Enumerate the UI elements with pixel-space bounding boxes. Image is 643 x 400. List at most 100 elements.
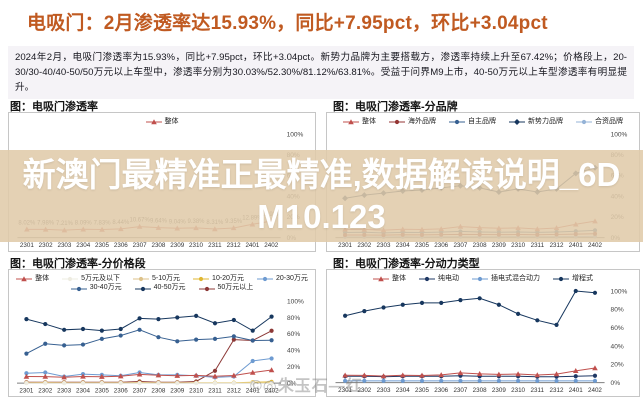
legend-label: 50万元以上 [217, 284, 254, 292]
legend-label: 合资品牌 [595, 118, 623, 125]
svg-text:2306: 2306 [114, 387, 129, 394]
svg-text:100%: 100% [611, 289, 628, 296]
svg-text:2309: 2309 [492, 243, 506, 250]
svg-text:80%: 80% [287, 315, 300, 322]
chart-by-powertrain-canvas: 100% 80% 60% 40% 20% 0% 2301 2302 2303 2304 2305 23… [335, 289, 628, 395]
legend-item: 自主品牌 [449, 118, 496, 126]
svg-text:40%: 40% [611, 344, 624, 351]
svg-text:2302: 2302 [357, 243, 371, 250]
legend-label: 40-50万元 [153, 284, 186, 292]
page-title: 电吸门：2月渗透率达15.93%，同比+7.95pct，环比+3.04pct [27, 13, 548, 34]
svg-text:2305: 2305 [95, 243, 109, 250]
legend-item: 40-50万元 [134, 284, 186, 292]
svg-text:2302: 2302 [39, 243, 53, 250]
legend-label: 插电式混合动力 [491, 275, 540, 282]
legend-marker-icon [134, 286, 151, 291]
legend-marker-icon [62, 277, 79, 282]
summary-paragraph: 2024年2月，电吸门渗透率为15.93%，同比+7.95pct，环比+3.04… [8, 46, 634, 100]
legend-label: 增程式 [572, 275, 593, 282]
svg-text:2303: 2303 [57, 243, 71, 250]
legend-marker-icon [343, 119, 359, 125]
svg-text:2402: 2402 [264, 243, 278, 250]
svg-text:2305: 2305 [95, 387, 110, 394]
legend-label: 新势力品牌 [528, 118, 563, 125]
legend-label: 整体 [362, 118, 376, 125]
legend-marker-icon [145, 119, 162, 125]
legend-item: 整体 [16, 275, 49, 283]
svg-text:2305: 2305 [415, 388, 429, 395]
svg-text:40%: 40% [287, 347, 300, 354]
svg-text:2301: 2301 [19, 387, 34, 394]
legend-marker-icon [553, 277, 569, 282]
svg-text:60%: 60% [611, 325, 624, 332]
svg-text:2401: 2401 [246, 387, 261, 394]
svg-text:2303: 2303 [377, 243, 391, 250]
svg-text:2312: 2312 [550, 388, 564, 395]
chart-overall-legend: 整体 [9, 113, 315, 126]
svg-text:2304: 2304 [396, 243, 410, 250]
svg-text:2306: 2306 [434, 388, 448, 395]
legend-label: 整体 [164, 118, 179, 125]
legend-label: 海外品牌 [408, 118, 436, 125]
legend-marker-icon [373, 276, 389, 282]
svg-text:2303: 2303 [377, 388, 391, 395]
legend-label: 整体 [35, 275, 50, 282]
svg-text:2402: 2402 [265, 387, 280, 394]
svg-text:2312: 2312 [550, 243, 564, 250]
svg-text:2310: 2310 [189, 243, 203, 250]
legend-item: 整体 [373, 275, 406, 283]
svg-text:60%: 60% [287, 331, 300, 338]
legend-item: 海外品牌 [389, 118, 436, 126]
legend-item: 新势力品牌 [509, 118, 563, 126]
svg-text:80%: 80% [611, 307, 624, 314]
footer-watermark: ©◎朱玉石—红 [250, 378, 363, 395]
legend-label: 整体 [392, 275, 406, 282]
svg-text:2402: 2402 [588, 388, 602, 395]
svg-text:2312: 2312 [227, 243, 241, 250]
svg-text:2309: 2309 [492, 388, 506, 395]
chart-by-brand-legend: 整体 海外品牌 自主品牌 新势力品牌 合资品牌 [327, 113, 639, 126]
svg-text:2306: 2306 [114, 243, 128, 250]
svg-text:2302: 2302 [38, 387, 53, 394]
svg-text:2307: 2307 [453, 243, 467, 250]
legend-item: 纯电动 [419, 275, 459, 283]
svg-text:2401: 2401 [569, 388, 583, 395]
svg-text:20%: 20% [611, 362, 624, 369]
svg-text:0%: 0% [287, 380, 297, 387]
legend-label: 纯电动 [438, 275, 459, 282]
legend-label: 自主品牌 [468, 118, 496, 125]
legend-item: 5-10万元 [133, 275, 180, 283]
legend-item: 10-20万元 [193, 275, 244, 283]
legend-marker-icon [389, 120, 405, 125]
svg-text:2308: 2308 [151, 387, 166, 394]
legend-label: 10-20万元 [212, 275, 244, 282]
legend-label: 30-40万元 [89, 284, 122, 292]
svg-text:2312: 2312 [227, 387, 242, 394]
legend-marker-icon [576, 120, 592, 125]
legend-marker-icon [133, 277, 150, 282]
watermark-text-line1: 新澳门最精准正最精准,数据解读说明_6D [22, 156, 621, 194]
svg-text:2401: 2401 [245, 243, 259, 250]
legend-item: 插电式混合动力 [472, 275, 540, 283]
legend-item: 增程式 [553, 275, 593, 283]
svg-text:2301: 2301 [338, 388, 352, 395]
svg-text:2307: 2307 [453, 388, 467, 395]
legend-item: 合资品牌 [576, 118, 623, 126]
svg-text:2311: 2311 [208, 243, 222, 250]
watermark-banner: 新澳门最精准正最精准,数据解读说明_6D M10.123 [0, 150, 643, 242]
legend-item: 整体 [145, 118, 179, 126]
svg-text:100%: 100% [287, 132, 304, 139]
svg-text:2311: 2311 [531, 388, 545, 395]
legend-item: 20-30万元 [256, 275, 308, 283]
chart-by-price-legend: 整体 5万元及以下 5-10万元 10-20万元 20-30万元 30-40万元 40-50… [9, 270, 315, 293]
legend-item: 50万元以上 [198, 284, 254, 292]
svg-text:100%: 100% [611, 132, 628, 139]
legend-item: 5万元及以下 [62, 275, 120, 283]
svg-text:2311: 2311 [531, 243, 545, 250]
chart-title-overall: 图：电吸门渗透率 [10, 101, 98, 113]
legend-marker-icon [419, 277, 435, 282]
chart-by-powertrain-legend: 整体 纯电动 插电式混合动力 增程式 [327, 270, 639, 283]
svg-text:2309: 2309 [170, 387, 185, 394]
svg-text:2302: 2302 [357, 388, 371, 395]
svg-text:2308: 2308 [151, 243, 165, 250]
